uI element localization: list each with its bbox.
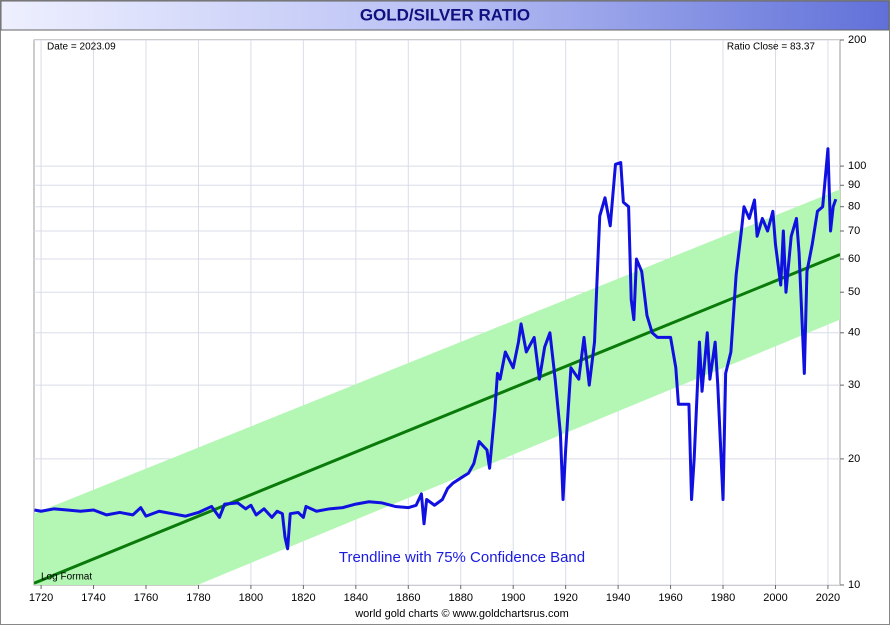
date-label: Date = 2023.09 (47, 42, 116, 53)
x-tick-label: 1940 (606, 592, 630, 604)
scale-note: Log Format (41, 572, 92, 583)
y-tick-label: 30 (848, 379, 860, 391)
x-tick-label: 1760 (134, 592, 158, 604)
x-tick-label: 1820 (291, 592, 315, 604)
title-bar (0, 0, 890, 31)
x-tick-label: 1960 (658, 592, 682, 604)
y-tick-label: 100 (848, 160, 866, 172)
y-tick-label: 200 (848, 34, 866, 46)
y-tick-label: 80 (848, 201, 860, 213)
x-tick-label: 1900 (501, 592, 525, 604)
y-tick-label: 40 (848, 327, 860, 339)
ratio-line (34, 147, 838, 551)
x-tick-label: 1800 (239, 592, 263, 604)
x-tick-label: 1740 (81, 592, 105, 604)
y-tick-label: 20 (848, 453, 860, 465)
y-tick-label: 50 (848, 286, 860, 298)
y-tick-label: 70 (848, 225, 860, 237)
x-tick-label: 1920 (553, 592, 577, 604)
x-tick-label: 1980 (711, 592, 735, 604)
x-tick-label: 1840 (344, 592, 368, 604)
x-tick-label: 1780 (186, 592, 210, 604)
x-tick-label: 1860 (396, 592, 420, 604)
trendline (34, 253, 840, 585)
x-tick-label: 1880 (448, 592, 472, 604)
y-tick-label: 10 (848, 579, 860, 591)
y-tick-label: 90 (848, 179, 860, 191)
credit: world gold charts © www.goldchartsrus.co… (354, 608, 569, 620)
x-tick-label: 1720 (29, 592, 53, 604)
y-tick-label: 60 (848, 253, 860, 265)
x-tick-label: 2000 (763, 592, 787, 604)
chart-title: GOLD/SILVER RATIO (360, 5, 530, 24)
confidence-band (34, 189, 840, 585)
x-tick-label: 2020 (816, 592, 840, 604)
close-label: Ratio Close = 83.37 (727, 42, 816, 53)
band-note: Trendline with 75% Confidence Band (339, 549, 585, 566)
